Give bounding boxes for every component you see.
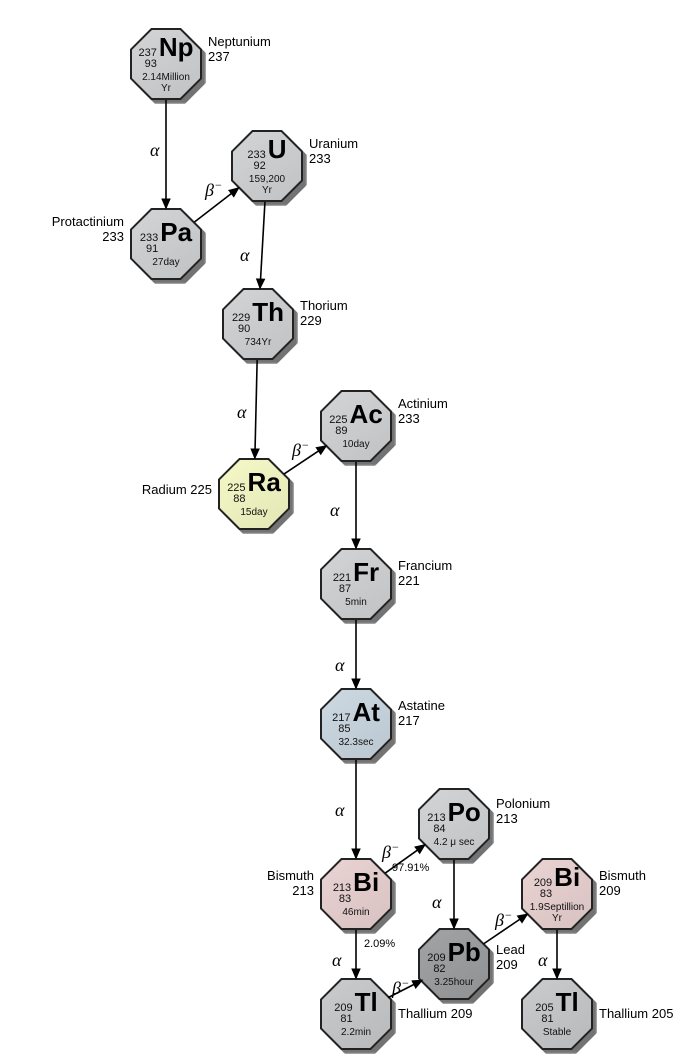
beta-decay-label: β− [205,178,222,201]
half-life: 159,200 [249,174,285,185]
element-label: Protactinium233 [52,214,124,244]
alpha-decay-label: α [332,950,341,971]
half-life: 5min [345,597,367,608]
element-label: Lead209 [496,942,525,972]
half-life-unit: Yr [262,185,272,196]
element-label: Astatine217 [398,698,445,728]
element-label: Polonium213 [496,796,550,826]
element-label: Thorium229 [300,298,348,328]
atomic-number: 88 [233,494,245,505]
half-life: 2.2min [341,1027,371,1038]
node-ra-225: 22588Ra15day [218,458,290,530]
node-bi-213: 21383Bi46min [320,858,392,930]
element-symbol: Tl [355,990,378,1014]
element-symbol: Pb [448,940,481,964]
branch-percentage: 2.09% [364,938,395,950]
atomic-number: 83 [540,889,552,900]
element-symbol: Bi [353,870,379,894]
alpha-decay-label: α [335,655,344,676]
element-symbol: Ra [248,470,281,494]
element-symbol: Po [448,800,481,824]
atomic-number: 81 [340,1014,352,1025]
element-label: Bismuth209 [599,868,646,898]
node-at-217: 21785At32.3sec [320,688,392,760]
mass-number: 233 [247,150,265,161]
node-po-213: 21384Po4.2 μ sec [418,788,490,860]
decay-arrow [260,202,265,288]
branch-percentage: 97.91% [392,862,429,874]
mass-number: 237 [138,48,156,59]
element-symbol: Bi [554,865,580,889]
half-life: 2.14Million [142,72,190,83]
half-life: 46min [342,907,369,918]
mass-number: 209 [534,878,552,889]
atomic-number: 84 [433,824,445,835]
element-symbol: U [268,137,287,161]
atomic-number: 81 [541,1014,553,1025]
half-life: 32.3sec [338,737,373,748]
element-symbol: Ac [350,402,383,426]
alpha-decay-label: α [335,800,344,821]
element-label: Francium221 [398,558,452,588]
element-label: Neptunium237 [208,34,271,64]
atomic-number: 92 [254,161,266,172]
element-label: Radium 225 [142,482,212,497]
atomic-number: 82 [433,964,445,975]
atomic-number: 93 [145,59,157,70]
element-symbol: Pa [160,220,192,244]
alpha-decay-label: α [240,245,249,266]
half-life: 15day [240,507,267,518]
half-life-unit: Yr [552,913,562,924]
decay-arrow [255,360,257,458]
node-pa-233: 23391Pa27day [130,208,202,280]
half-life: 734Yr [245,337,272,348]
half-life: Stable [543,1027,571,1038]
half-life: 1.9Septillion [530,902,584,913]
node-fr-221: 22187Fr5min [320,548,392,620]
node-tl-209: 20981Tl2.2min [320,978,392,1050]
beta-decay-label: β− [495,908,512,931]
atomic-number: 91 [146,244,158,255]
element-symbol: At [352,700,379,724]
atomic-number: 83 [339,894,351,905]
element-label: Actinium233 [398,396,448,426]
node-tl-205: 20581TlStable [521,978,593,1050]
half-life: 10day [342,439,369,450]
element-label: Bismuth213 [267,868,314,898]
beta-decay-label: β− [392,976,409,999]
half-life: 3.25hour [434,977,473,988]
atomic-number: 87 [339,584,351,595]
node-bi-209: 20983Bi 1.9SeptillionYr [521,858,593,930]
element-symbol: Tl [556,990,579,1014]
node-np-237: 23793Np2.14MillionYr [130,28,202,100]
element-label: Thallium 209 [398,1006,472,1021]
atomic-number: 90 [238,324,250,335]
node-pb-209: 20982Pb3.25hour [418,928,490,1000]
decay-chain-diagram: 23793Np2.14MillionYrNeptunium237 23392U 15… [0,0,700,1059]
element-label: Uranium233 [309,136,358,166]
element-symbol: Fr [353,560,379,584]
atomic-number: 85 [338,724,350,735]
alpha-decay-label: α [150,140,159,161]
half-life-unit: Yr [161,83,171,94]
alpha-decay-label: α [538,950,547,971]
element-label: Thallium 205 [599,1006,673,1021]
node-ac-225: 22589Ac10day [320,390,392,462]
alpha-decay-label: α [432,892,441,913]
atomic-number: 89 [335,426,347,437]
node-th-229: 22990Th734Yr [222,288,294,360]
beta-decay-label: β− [382,840,399,863]
beta-decay-label: β− [292,438,309,461]
alpha-decay-label: α [237,402,246,423]
half-life: 27day [152,257,179,268]
element-symbol: Th [252,300,284,324]
alpha-decay-label: α [330,500,339,521]
half-life: 4.2 μ sec [434,837,475,848]
node-u-233: 23392U 159,200Yr [231,130,303,202]
